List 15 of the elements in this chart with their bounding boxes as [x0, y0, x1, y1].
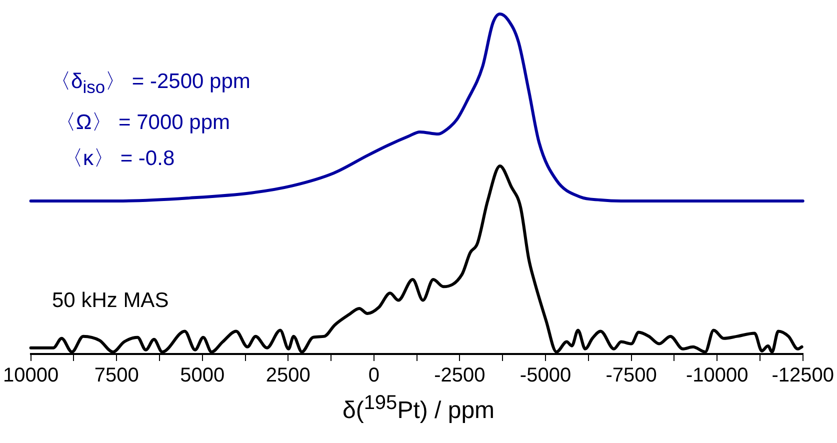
x-tick-label: 2500 [266, 364, 310, 387]
x-tick-label: -5000 [520, 364, 572, 387]
x-tick-label: -2500 [434, 364, 486, 387]
annotation: 〈δ$_{iso}$〉 = -2500 ppm [50, 69, 250, 98]
annotation: 〈κ〉 = -0.8 [62, 146, 175, 172]
x-tick-label: -10000 [686, 364, 748, 387]
x-tick-label: -12500 [772, 364, 834, 387]
x-tick-label: 0 [368, 364, 380, 387]
x-tick-label: -7500 [606, 364, 657, 387]
annotation: 〈Ω〉 = 7000 ppm [55, 110, 230, 136]
annotation: 50 kHz MAS [52, 289, 169, 313]
x-tick-label: 10000 [2, 364, 59, 387]
x-tick-label: 7500 [94, 364, 139, 387]
x-axis-title: δ($^{195}$Pt) / ppm [341, 392, 496, 425]
x-tick-label: 5000 [180, 364, 225, 387]
